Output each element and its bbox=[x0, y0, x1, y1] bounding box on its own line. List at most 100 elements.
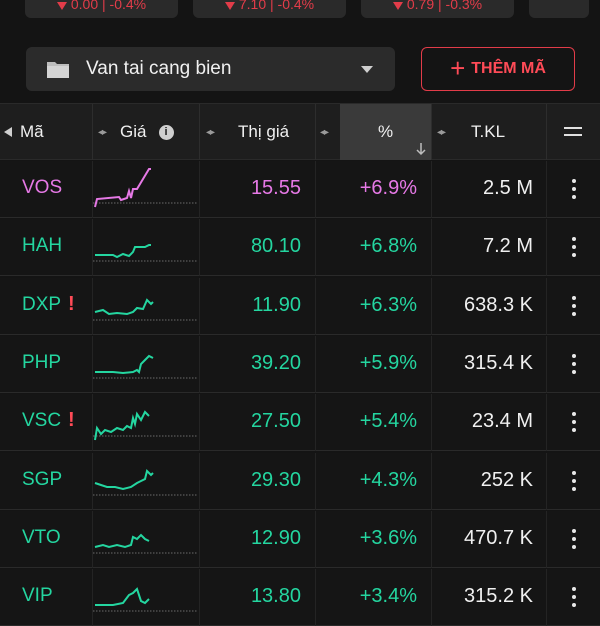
column-price[interactable]: ◂▸ Giá i bbox=[98, 104, 198, 160]
column-divider bbox=[546, 569, 547, 626]
warning-icon[interactable]: ! bbox=[68, 292, 75, 315]
table-row[interactable]: HAH 80.10 +6.8% 7.2 M bbox=[0, 219, 600, 277]
row-symbol[interactable]: VIP bbox=[22, 585, 53, 607]
row-change-percent: +4.3% bbox=[359, 468, 417, 491]
more-dot bbox=[572, 420, 576, 425]
sparkline-chart bbox=[93, 410, 197, 441]
row-volume: 252 K bbox=[480, 468, 533, 491]
index-card-value: 0.79 | -0.3% bbox=[406, 0, 483, 12]
row-price: 12.90 bbox=[250, 526, 301, 549]
sparkline-chart bbox=[93, 244, 197, 262]
more-dot bbox=[572, 478, 576, 483]
column-match-price-label: Thị giá bbox=[238, 122, 290, 141]
column-divider bbox=[92, 335, 93, 393]
sparkline-chart bbox=[93, 533, 197, 554]
more-options-icon[interactable] bbox=[571, 587, 577, 611]
table-row[interactable]: VSC! 27.50 +5.4% 23.4 M bbox=[0, 394, 600, 452]
column-symbol[interactable]: Mã bbox=[0, 104, 92, 160]
column-percent-label: % bbox=[377, 122, 394, 141]
column-divider bbox=[199, 569, 200, 626]
row-change-percent: +5.9% bbox=[359, 351, 417, 374]
more-dot bbox=[572, 544, 576, 549]
row-volume: 638.3 K bbox=[464, 293, 533, 316]
table-row[interactable]: DXP! 11.90 +6.3% 638.3 K bbox=[0, 277, 600, 335]
warning-icon[interactable]: ! bbox=[68, 409, 75, 432]
table-row[interactable]: SGP 29.30 +4.3% 252 K bbox=[0, 452, 600, 510]
sparkline-line bbox=[95, 354, 154, 374]
down-triangle-icon bbox=[224, 2, 235, 10]
more-options-icon[interactable] bbox=[571, 470, 577, 495]
down-triangle-icon bbox=[392, 2, 403, 10]
more-dot bbox=[572, 295, 576, 300]
table-row[interactable]: VOS 15.55 +6.9% 2.5 M bbox=[0, 161, 600, 218]
more-dot bbox=[572, 303, 576, 308]
column-percent[interactable]: % bbox=[340, 104, 431, 160]
more-options-icon[interactable] bbox=[571, 179, 577, 203]
column-divider bbox=[199, 335, 200, 393]
table-row[interactable]: VTO 12.90 +3.6% 470.7 K bbox=[0, 510, 600, 568]
column-percent-resize[interactable]: ◂▸ bbox=[320, 104, 340, 160]
table-row[interactable]: VIP 13.80 +3.4% 315.2 K bbox=[0, 569, 600, 626]
sort-down-icon bbox=[416, 143, 426, 156]
more-dot bbox=[572, 253, 576, 258]
more-dot bbox=[572, 595, 576, 600]
index-card-1[interactable]: 0.00 | -0.4% bbox=[25, 0, 178, 18]
more-dot bbox=[572, 603, 576, 608]
sparkline-chart bbox=[93, 354, 197, 379]
more-dot bbox=[572, 369, 576, 374]
more-options-icon[interactable] bbox=[571, 353, 577, 378]
more-dot bbox=[572, 179, 576, 183]
column-volume-label: T.KL bbox=[471, 122, 506, 141]
column-divider bbox=[92, 394, 93, 452]
row-symbol[interactable]: PHP bbox=[22, 351, 62, 373]
column-match-price[interactable]: ◂▸ Thị giá bbox=[206, 104, 314, 160]
index-card-3[interactable]: 0.79 | -0.3% bbox=[361, 0, 514, 18]
column-divider bbox=[315, 335, 316, 393]
more-dot bbox=[572, 536, 576, 541]
column-settings-button[interactable] bbox=[546, 104, 600, 160]
column-divider bbox=[199, 161, 200, 218]
column-symbol-label: Mã bbox=[20, 122, 44, 141]
row-symbol[interactable]: VSC bbox=[22, 410, 62, 432]
row-symbol[interactable]: VOS bbox=[22, 177, 63, 198]
row-change-percent: +6.8% bbox=[359, 235, 417, 258]
sparkline-line bbox=[94, 468, 154, 490]
add-symbol-button[interactable]: + THÊM MÃ bbox=[421, 47, 575, 91]
index-card-4[interactable] bbox=[529, 0, 589, 18]
sparkline-line bbox=[95, 587, 150, 607]
column-divider bbox=[92, 161, 93, 218]
more-dot bbox=[572, 412, 576, 417]
column-divider bbox=[431, 161, 432, 218]
more-dot bbox=[572, 361, 576, 366]
index-card-2[interactable]: 7.10 | -0.4% bbox=[193, 0, 346, 18]
watchlist-group-select[interactable]: Van tai cang bien bbox=[26, 47, 395, 91]
row-change-percent: +5.4% bbox=[359, 410, 417, 433]
column-volume[interactable]: ◂▸ T.KL bbox=[437, 104, 545, 160]
row-symbol[interactable]: DXP bbox=[22, 293, 62, 315]
add-symbol-label: THÊM MÃ bbox=[471, 60, 546, 77]
column-divider bbox=[431, 452, 432, 510]
more-dot bbox=[572, 428, 576, 433]
info-icon[interactable]: i bbox=[158, 124, 174, 140]
row-change-percent: +3.6% bbox=[359, 526, 417, 549]
chevron-down-icon bbox=[361, 66, 373, 73]
row-symbol[interactable]: HAH bbox=[22, 235, 63, 257]
sparkline-chart bbox=[93, 297, 197, 321]
column-divider bbox=[546, 335, 547, 393]
more-options-icon[interactable] bbox=[571, 295, 577, 320]
row-symbol[interactable]: VTO bbox=[22, 526, 61, 548]
column-divider bbox=[92, 569, 93, 626]
column-divider bbox=[315, 394, 316, 452]
more-options-icon[interactable] bbox=[571, 237, 577, 261]
sparkline-chart bbox=[93, 168, 197, 208]
sparkline-line bbox=[94, 410, 150, 441]
table-row[interactable]: PHP 39.20 +5.9% 315.4 K bbox=[0, 335, 600, 393]
index-strip: 0.00 | -0.4% 7.10 | -0.4% 0.79 | -0.3% bbox=[0, 0, 600, 30]
more-options-icon[interactable] bbox=[571, 528, 577, 553]
column-divider bbox=[546, 394, 547, 452]
down-triangle-icon bbox=[56, 2, 67, 10]
column-divider bbox=[199, 452, 200, 510]
scroll-left-icon bbox=[4, 127, 12, 137]
row-symbol[interactable]: SGP bbox=[22, 468, 63, 490]
more-options-icon[interactable] bbox=[571, 412, 577, 436]
